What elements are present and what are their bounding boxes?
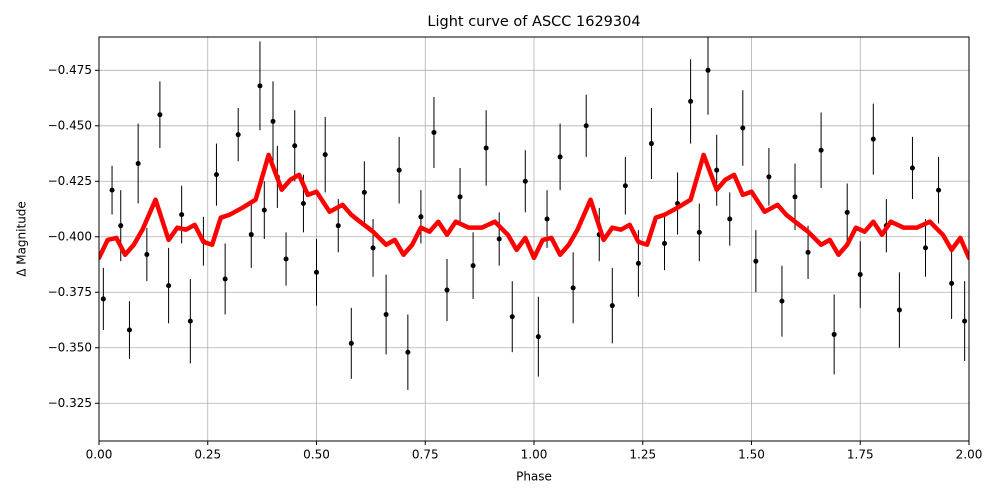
data-point	[335, 223, 341, 229]
data-point	[213, 172, 219, 178]
data-point	[509, 314, 515, 320]
data-point	[662, 240, 667, 246]
data-point	[135, 161, 141, 167]
data-point	[270, 118, 276, 124]
data-point	[109, 187, 115, 193]
data-point	[179, 212, 185, 218]
x-tick-label: 0.00	[86, 448, 113, 462]
data-point	[431, 129, 437, 135]
model-curve	[99, 152, 969, 261]
data-point	[300, 200, 306, 206]
data-point	[753, 258, 759, 264]
x-tick-label: 2.00	[956, 448, 983, 462]
x-tick-label: 0.75	[412, 448, 439, 462]
data-point	[283, 256, 289, 262]
data-point	[688, 98, 694, 104]
data-point	[923, 245, 928, 251]
grid	[98, 37, 970, 441]
data-point	[483, 145, 489, 151]
data-point	[896, 307, 902, 313]
data-point	[383, 311, 389, 317]
data-point	[248, 232, 254, 238]
data-point	[740, 125, 746, 131]
y-axis-label: Δ Magnitude	[15, 201, 29, 277]
data-point	[166, 283, 172, 289]
y-tick-label: −0.400	[48, 229, 92, 243]
x-tick-label: 0.50	[303, 448, 330, 462]
data-point	[557, 154, 563, 160]
data-point	[235, 132, 241, 138]
data-point	[870, 136, 876, 142]
data-point	[418, 214, 424, 220]
data-point	[949, 280, 955, 286]
data-point	[635, 260, 641, 266]
data-point	[535, 334, 541, 340]
data-point	[705, 67, 711, 73]
y-tick-label: −0.350	[48, 340, 92, 354]
data-point	[444, 287, 450, 293]
data-point	[714, 167, 720, 173]
data-point	[648, 141, 654, 147]
data-point	[157, 112, 163, 118]
data-point	[126, 327, 132, 333]
y-tick-label: −0.325	[48, 396, 92, 410]
data-point	[609, 303, 615, 309]
x-tick-label: 1.75	[847, 448, 874, 462]
y-tick-label: −0.450	[48, 118, 92, 132]
x-tick-label: 1.50	[738, 448, 765, 462]
data-point	[522, 178, 528, 184]
data-point	[100, 296, 106, 302]
data-point	[470, 263, 476, 269]
data-point	[831, 331, 837, 337]
x-axis-label: Phase	[516, 470, 552, 484]
y-tick-label: −0.475	[48, 63, 92, 77]
data-point	[766, 174, 772, 180]
data-point	[144, 252, 150, 258]
data-point	[496, 236, 502, 242]
x-tick-label: 0.25	[194, 448, 221, 462]
chart-title: Light curve of ASCC 1629304	[427, 14, 640, 30]
data-point	[962, 318, 968, 324]
data-point	[457, 194, 463, 200]
data-point	[257, 83, 263, 89]
data-point	[696, 229, 702, 235]
x-tick-label: 1.00	[521, 448, 548, 462]
plot-area	[99, 37, 969, 390]
ticks: 0.00 0.25 0.50 0.75 1.00 1.25 1.50 1.75 2.00 −0.4…	[48, 63, 983, 462]
data-point	[261, 207, 267, 213]
data-point	[818, 147, 824, 153]
data-point	[857, 272, 863, 278]
data-point	[396, 167, 402, 173]
data-point	[348, 340, 354, 346]
x-tick-label: 1.25	[629, 448, 656, 462]
data-point	[936, 187, 942, 193]
data-point	[370, 245, 376, 251]
data-point	[314, 269, 319, 275]
data-point	[322, 152, 328, 158]
data-point	[544, 216, 550, 222]
data-point	[622, 183, 628, 189]
data-point	[570, 285, 576, 291]
data-point	[792, 194, 798, 200]
data-point	[118, 223, 124, 229]
data-point	[361, 189, 367, 195]
y-tick-label: −0.425	[48, 174, 92, 188]
data-point	[805, 249, 811, 255]
y-tick-label: −0.375	[48, 285, 92, 299]
data-point	[405, 349, 411, 355]
data-point	[292, 143, 298, 149]
data-point	[583, 123, 589, 129]
data-point	[909, 165, 915, 171]
data-point	[187, 318, 193, 324]
data-point	[222, 276, 228, 282]
data-point	[779, 298, 785, 304]
data-point	[727, 216, 733, 222]
data-point	[844, 209, 850, 215]
